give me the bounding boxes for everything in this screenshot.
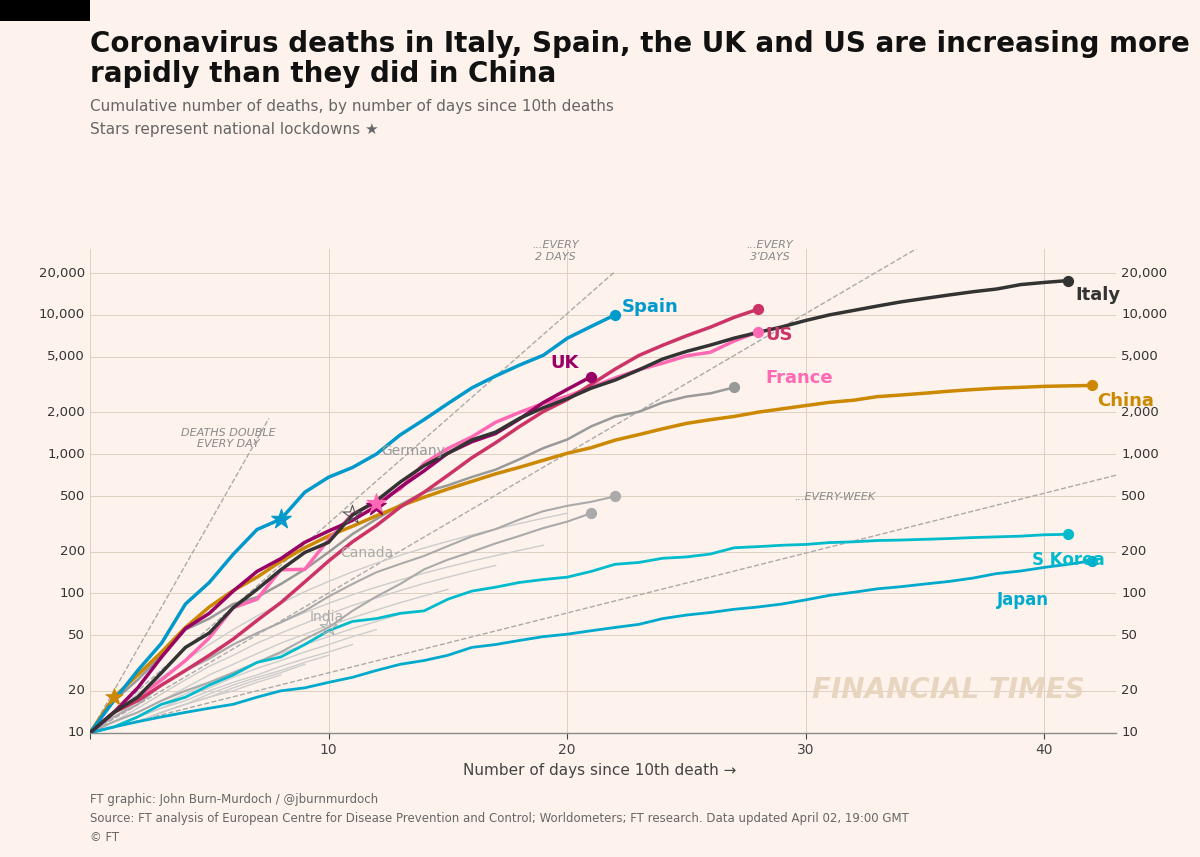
Text: 100: 100	[60, 587, 85, 600]
Text: 1,000: 1,000	[47, 447, 85, 461]
Text: Source: FT analysis of European Centre for Disease Prevention and Control; World: Source: FT analysis of European Centre f…	[90, 812, 908, 825]
Point	[605, 309, 624, 322]
Point	[582, 370, 601, 384]
Point	[582, 506, 601, 520]
Point	[271, 512, 290, 526]
Point	[605, 489, 624, 503]
Text: Cumulative number of deaths, by number of days since 10th deaths: Cumulative number of deaths, by number o…	[90, 99, 614, 114]
Text: 10: 10	[68, 726, 85, 740]
Point	[1058, 527, 1078, 541]
Text: rapidly than they did in China: rapidly than they did in China	[90, 60, 557, 88]
Text: China: China	[1097, 393, 1153, 411]
Text: 20: 20	[1121, 685, 1138, 698]
Text: 500: 500	[1121, 489, 1146, 503]
Text: FINANCIAL TIMES: FINANCIAL TIMES	[812, 675, 1085, 704]
Text: 20,000: 20,000	[38, 267, 85, 279]
Text: 20: 20	[68, 685, 85, 698]
Text: India: India	[310, 610, 343, 624]
Text: 50: 50	[68, 629, 85, 642]
Point	[725, 381, 744, 394]
Text: Coronavirus deaths in Italy, Spain, the UK and US are increasing more: Coronavirus deaths in Italy, Spain, the …	[90, 30, 1189, 58]
Text: 50: 50	[1121, 629, 1138, 642]
Text: 10,000: 10,000	[1121, 309, 1168, 321]
Text: Italy: Italy	[1075, 285, 1121, 303]
Point	[749, 325, 768, 339]
Text: 100: 100	[1121, 587, 1146, 600]
Text: ...EVERY-WEEK: ...EVERY-WEEK	[794, 493, 875, 502]
Text: 2,000: 2,000	[47, 406, 85, 419]
Point	[367, 495, 386, 509]
Point	[319, 620, 338, 634]
Text: Stars represent national lockdowns ★: Stars represent national lockdowns ★	[90, 122, 379, 137]
Text: US: US	[766, 326, 793, 344]
Point	[343, 508, 362, 522]
Text: France: France	[766, 369, 833, 387]
Text: Japan: Japan	[997, 590, 1049, 608]
Point	[1058, 273, 1078, 287]
Text: 10,000: 10,000	[38, 309, 85, 321]
Text: UK: UK	[551, 354, 578, 372]
Text: DEATHS DOUBLE
EVERY DAY: DEATHS DOUBLE EVERY DAY	[181, 428, 276, 449]
Text: 2,000: 2,000	[1121, 406, 1159, 419]
Text: 500: 500	[60, 489, 85, 503]
Text: 20,000: 20,000	[1121, 267, 1168, 279]
Text: FT graphic: John Burn-Murdoch / @jburnmurdoch: FT graphic: John Burn-Murdoch / @jburnmu…	[90, 793, 378, 806]
Text: ...EVERY
3’DAYS: ...EVERY 3’DAYS	[746, 241, 793, 262]
Text: Spain: Spain	[622, 297, 679, 315]
Point	[104, 691, 124, 704]
Point	[1082, 554, 1102, 567]
Text: Canada: Canada	[341, 546, 394, 560]
Text: © FT: © FT	[90, 831, 119, 844]
Text: ...EVERY
2 DAYS: ...EVERY 2 DAYS	[532, 241, 578, 262]
Text: 5,000: 5,000	[47, 351, 85, 363]
Text: 200: 200	[60, 545, 85, 558]
Text: 1,000: 1,000	[1121, 447, 1159, 461]
Text: S Korea: S Korea	[1032, 551, 1105, 569]
Text: 5,000: 5,000	[1121, 351, 1159, 363]
Text: Germany: Germany	[382, 444, 445, 458]
Point	[1082, 379, 1102, 393]
Text: 10: 10	[1121, 726, 1138, 740]
Text: 200: 200	[1121, 545, 1146, 558]
Point	[367, 500, 386, 513]
Text: Number of days since 10th death →: Number of days since 10th death →	[463, 763, 737, 778]
Point	[749, 303, 768, 316]
